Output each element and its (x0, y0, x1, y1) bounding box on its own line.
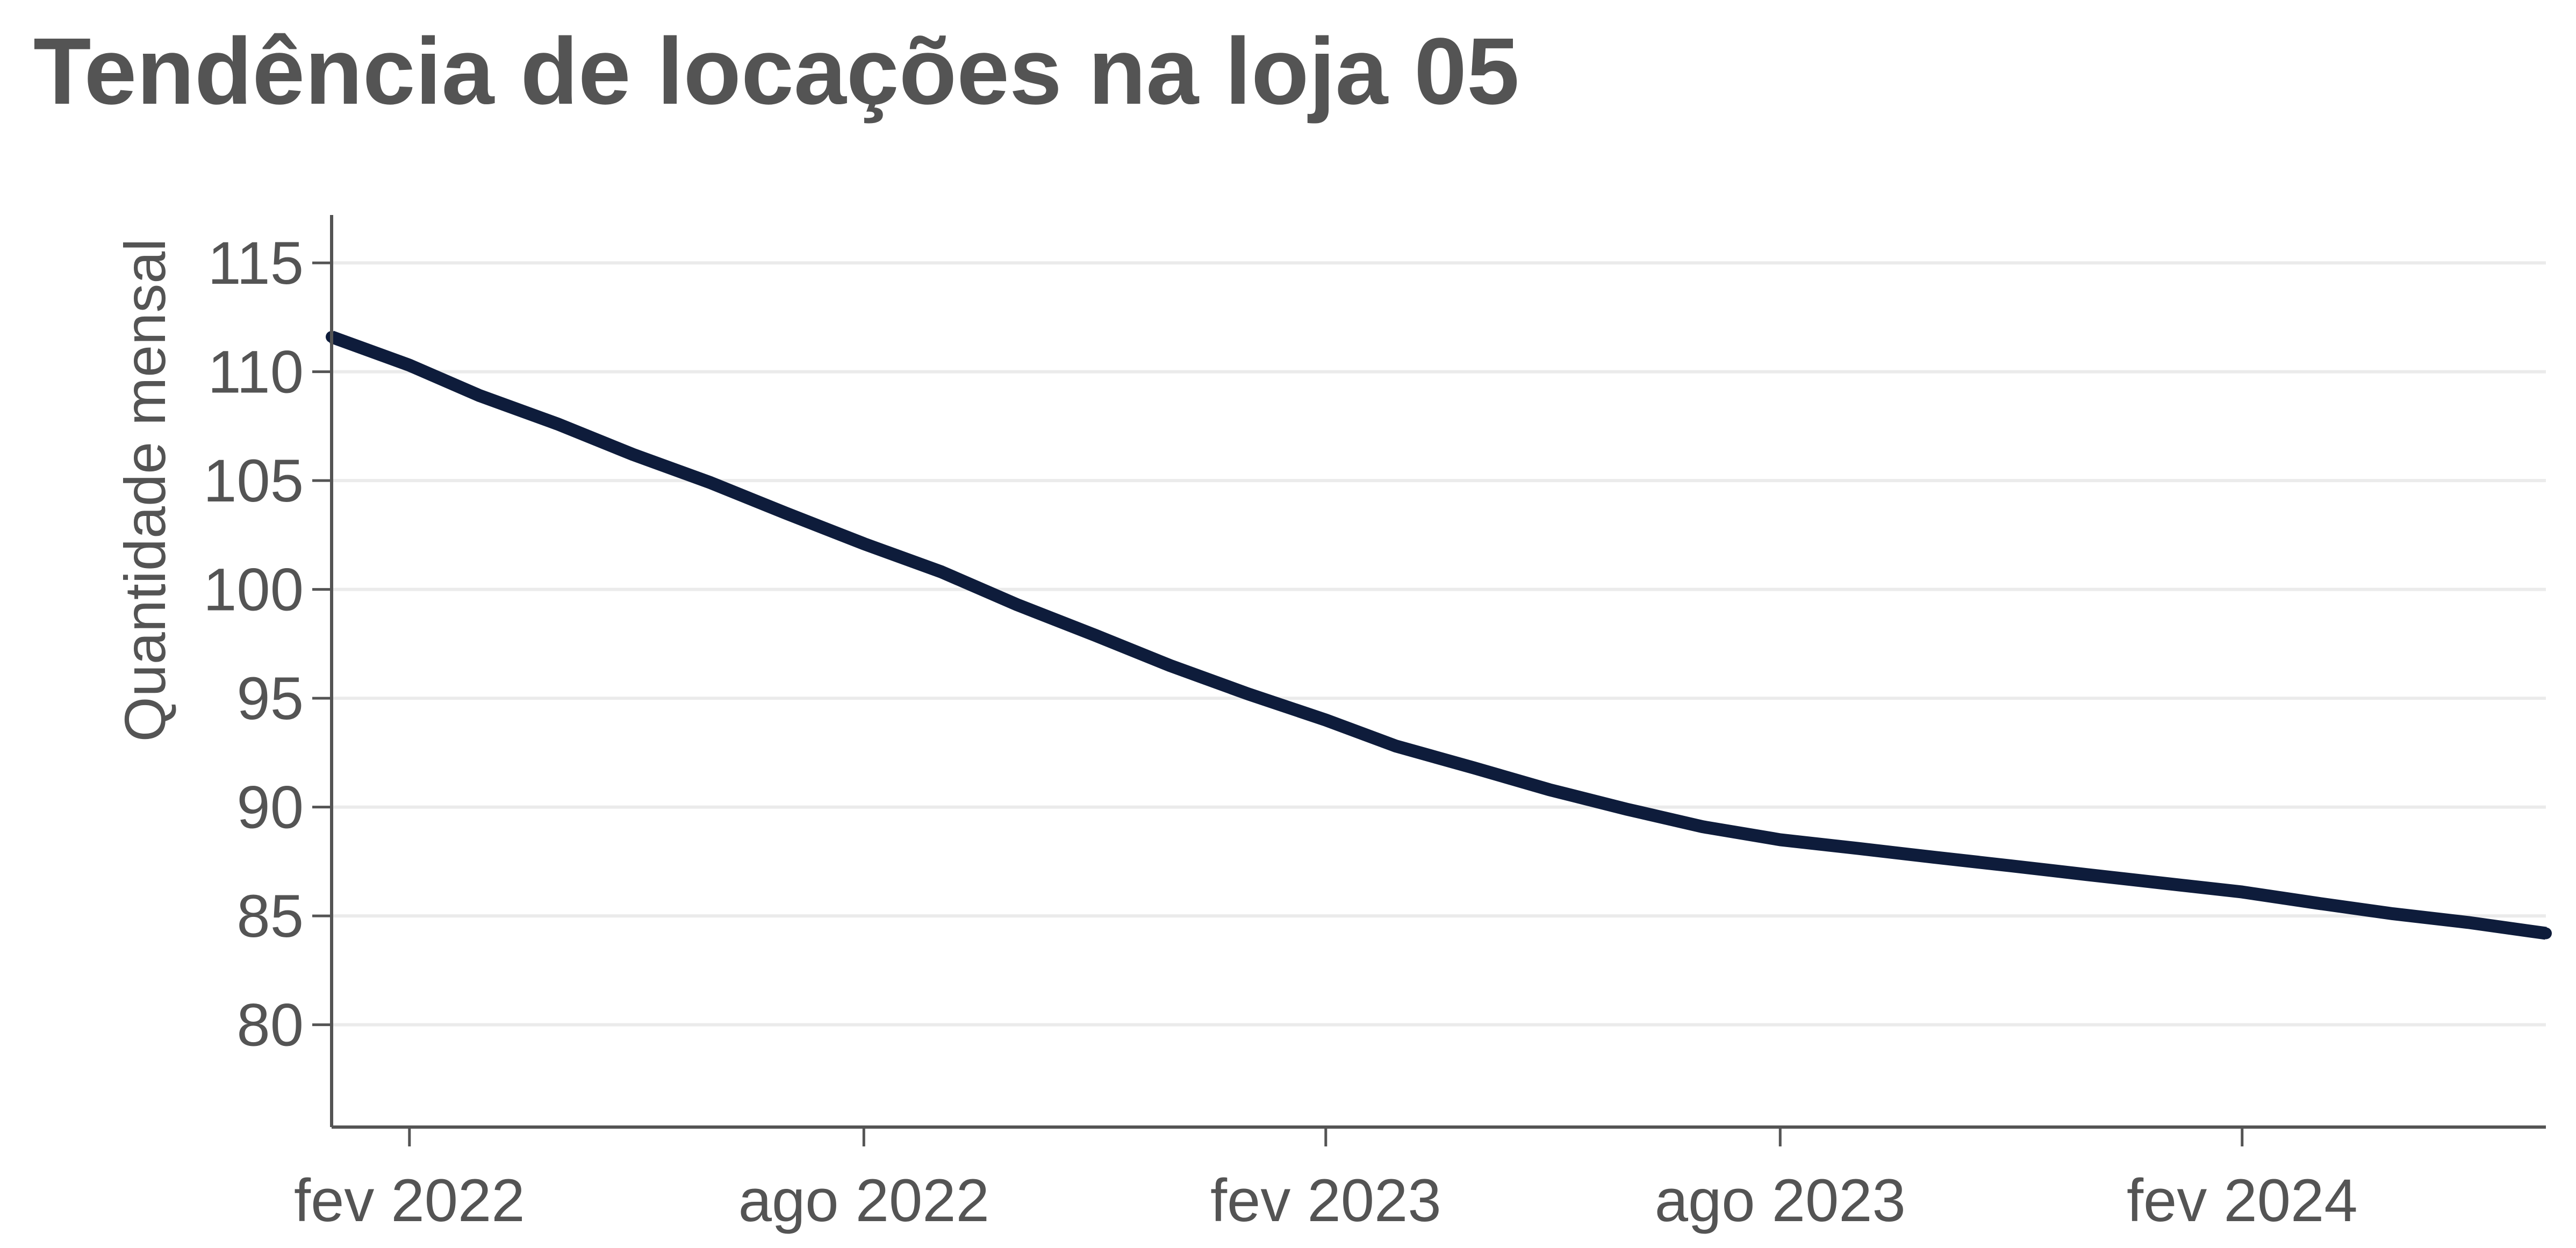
y-axis-title: Quantidade mensal (112, 239, 177, 742)
data-point (2309, 896, 2321, 909)
data-point (551, 418, 564, 430)
y-tick-label: 90 (236, 774, 304, 841)
data-point (1468, 762, 1480, 774)
chart-title: Tendência de locações na loja 05 (33, 19, 1519, 124)
data-point (1927, 851, 1940, 863)
x-tick-label: ago 2022 (738, 1167, 989, 1234)
y-tick-label: 95 (236, 665, 304, 732)
data-point (2540, 927, 2552, 939)
y-tick-label: 105 (203, 447, 304, 514)
data-point (1852, 842, 1864, 855)
data-point (1011, 599, 1023, 611)
data-point (1621, 803, 1633, 815)
x-tick-label: fev 2024 (2127, 1167, 2358, 1234)
data-point (2005, 860, 2017, 872)
data-point (936, 566, 948, 578)
series-line (329, 331, 2547, 940)
y-tick-label: 115 (207, 229, 304, 297)
data-point (1390, 740, 1402, 752)
data-point (2080, 869, 2093, 881)
data-point (1543, 784, 1555, 796)
gridlines (332, 261, 2546, 1027)
data-point (1319, 714, 1332, 726)
data-point (1774, 834, 1786, 846)
y-tick-label: 100 (203, 556, 304, 623)
data-point (1696, 821, 1709, 833)
data-point (1242, 688, 1254, 700)
x-tick-label: fev 2023 (1210, 1167, 1441, 1234)
y-tick-label: 80 (236, 992, 304, 1059)
axes (312, 215, 2546, 1146)
y-tick-label: 85 (236, 883, 304, 950)
x-tick-label: ago 2023 (1655, 1167, 1906, 1234)
data-point (627, 448, 639, 461)
data-point (780, 507, 792, 519)
data-point (403, 359, 415, 371)
y-tick-label: 110 (207, 339, 304, 406)
data-point (1164, 659, 1176, 672)
data-point (2462, 916, 2474, 929)
data-point (858, 537, 870, 550)
series-layer (326, 331, 2552, 940)
data-point (1089, 629, 1101, 641)
data-point (705, 477, 717, 489)
data-point (2236, 886, 2248, 898)
data-point (473, 390, 486, 402)
x-tick-label: fev 2022 (294, 1167, 525, 1234)
data-point (2387, 908, 2399, 920)
data-point (2158, 877, 2170, 890)
tick-labels: 80 85 90 95 100 105 110 115 fev 2022 ago 2022 fev … (203, 229, 2358, 1234)
